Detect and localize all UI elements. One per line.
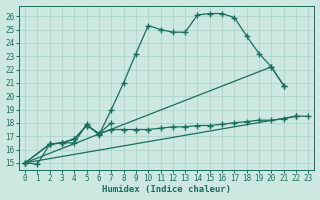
X-axis label: Humidex (Indice chaleur): Humidex (Indice chaleur) [102, 185, 231, 194]
